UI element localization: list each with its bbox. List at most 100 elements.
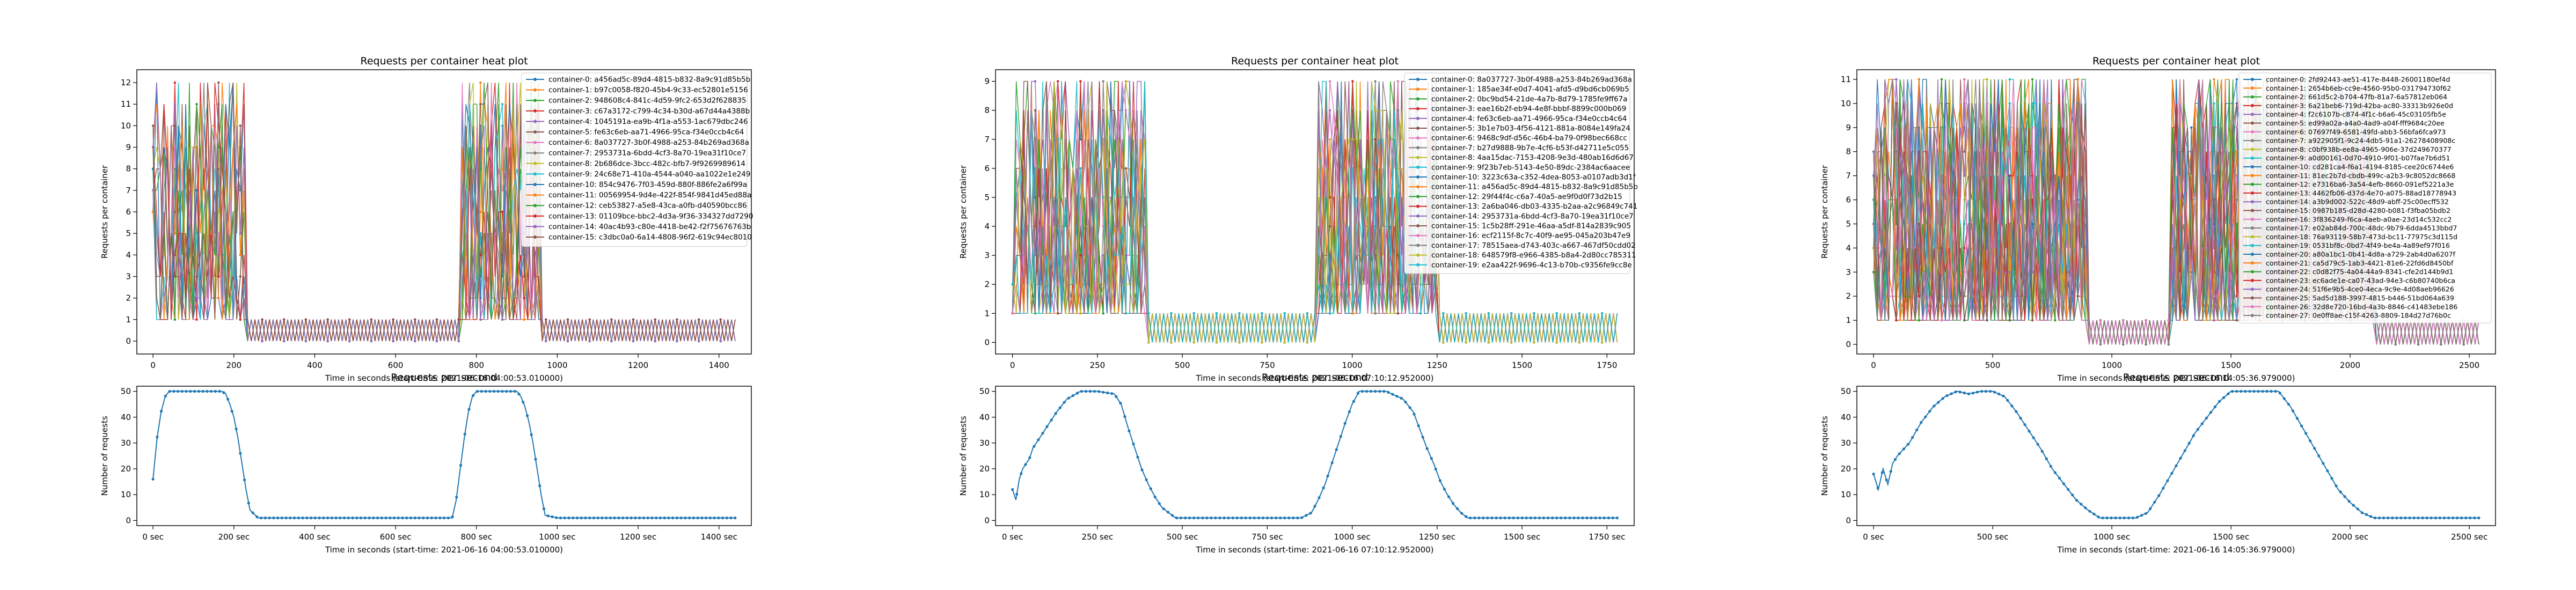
heatmap-2-series-point [1963, 150, 1966, 153]
rps-1-point [1240, 517, 1243, 520]
rps-1-point [1400, 396, 1403, 400]
rps-0-point [210, 390, 213, 393]
rps-2-point [2162, 486, 2165, 490]
rps-1-point [1374, 390, 1377, 393]
rps-1-xtick-label: 0 sec [1002, 532, 1023, 542]
rps-0-point [272, 517, 275, 520]
rps-0-point [642, 517, 645, 520]
heatmap-1-ytick-label: 0 [984, 337, 990, 347]
heatmap-1-series-point [1057, 196, 1059, 199]
heatmap-0-series-group [151, 81, 736, 343]
rps-1-point [1460, 512, 1463, 515]
heatmap-1-series-point [1396, 167, 1400, 170]
heatmap-0-series-point [501, 318, 504, 321]
rps-1-point [1343, 422, 1346, 425]
rps-0-point [260, 517, 263, 520]
rps-2-point [2334, 484, 2338, 488]
legend-marker [1416, 214, 1419, 218]
rps-0-point [322, 517, 325, 520]
heatmap-2-series-point [2076, 78, 2079, 81]
rps-1-title: Requests per second [1262, 372, 1368, 384]
heatmap-2-series-point [2190, 150, 2193, 153]
rps-2-point [2036, 442, 2039, 446]
heatmap-1-series-point [1079, 167, 1082, 170]
heatmap-2-xtick-label: 500 [1985, 360, 2001, 370]
rps-0-point [671, 517, 675, 520]
heatmap-panel-0: 0 200 400 600 800 1000 1200 1400012345678910111… [100, 55, 753, 383]
rps-1-point [1050, 418, 1053, 422]
legend-entry: container-16: 3f836249-f6ca-4aeb-a0ae-23… [2266, 215, 2451, 223]
rps-2-point [1876, 486, 1879, 490]
rps-0-point [509, 390, 513, 393]
heatmap-0-series-point [632, 340, 635, 343]
rps-1-point [1063, 401, 1066, 404]
heatmap-2-series-point [2213, 198, 2215, 201]
heatmap-0-series-point [588, 318, 591, 321]
rps-2-point [2252, 390, 2256, 393]
rps-1-point [1270, 517, 1274, 520]
rps-0-point [459, 463, 463, 467]
heatmap-0-series-point [348, 318, 351, 321]
heatmap-0-series-point [239, 232, 241, 235]
rps-2-xtick-label: 2500 sec [2451, 532, 2487, 542]
legend-marker [2251, 235, 2254, 239]
heatmap-0-xtick-label: 400 [307, 360, 323, 370]
heatmap-1-series-point [1102, 80, 1104, 83]
rps-1-ytick-label: 30 [979, 438, 990, 448]
heatmap-2-series-point [2031, 223, 2034, 225]
rps-0-point [201, 390, 204, 393]
legend-entry: container-6: 8a037727-3b0f-4988-a253-84b… [548, 138, 749, 147]
heatmap-1-series-point [1283, 341, 1286, 344]
rps-1-point [1572, 517, 1576, 520]
legend-marker [1416, 107, 1419, 110]
heatmap-1-title: Requests per container heat plot [1231, 55, 1399, 67]
rps-1-point [1486, 517, 1489, 520]
rps-2-point [1967, 392, 1970, 396]
rps-1-point [1158, 502, 1161, 505]
rps-1-xtick-label: 1250 sec [1419, 532, 1455, 542]
heatmap-0-series-point [566, 318, 569, 321]
legend-entry: container-19: e2aa422f-9696-4c13-b70b-c9… [1431, 261, 1632, 269]
heatmap-2-series-point [1895, 150, 1898, 153]
rps-1-point [1507, 517, 1511, 520]
rps-1-point [1387, 390, 1390, 394]
rps-2-point [2261, 390, 2264, 393]
heatmap-2-series-point [1963, 174, 1966, 177]
rps-0-point [434, 517, 437, 520]
rps-2-point [2442, 517, 2446, 520]
rps-1-point [1223, 517, 1226, 520]
rps-1-point [1499, 517, 1502, 520]
rps-0-point [430, 517, 433, 520]
legend-marker [2251, 253, 2254, 256]
rps-0-point [293, 517, 296, 520]
rps-2-point [1880, 471, 1884, 474]
rps-0-xtick-label: 800 sec [460, 532, 492, 542]
legend-marker [533, 214, 537, 218]
rps-2-point [2352, 504, 2355, 507]
rps-1-point [1067, 396, 1070, 400]
legend-marker [2251, 278, 2254, 282]
rps-2-point [2032, 436, 2035, 439]
rps-1-point [1033, 445, 1036, 448]
heatmap-2-series-point [2054, 271, 2057, 274]
rps-0-point [534, 458, 537, 461]
heatmap-2-xlabel: Time in seconds (start-time: 2021-06-16 … [2057, 373, 2295, 383]
heatmap-2-ytick-label: 10 [1841, 99, 1851, 108]
rps-0-point [334, 517, 338, 520]
heatmap-2-ytick-label: 5 [1846, 219, 1851, 228]
heatmap-1-series-point [1351, 138, 1354, 141]
rps-2-point [2105, 517, 2109, 520]
rps-0-point [496, 390, 500, 393]
rps-0-point [197, 390, 200, 393]
heatmap-2-series-point [2145, 319, 2147, 322]
rps-0-point [513, 390, 516, 393]
rps-0-point [467, 408, 471, 411]
rps-2-point [2339, 490, 2342, 493]
rps-1-ytick-label: 50 [979, 387, 990, 396]
rps-2-ytick-label: 10 [1841, 490, 1851, 499]
legend-marker [533, 120, 537, 123]
rps-0-point [605, 517, 608, 520]
rps-0-frame [136, 386, 752, 526]
heatmap-2-xtick-label: 2500 [2459, 360, 2479, 370]
rps-1-point [1075, 392, 1079, 395]
